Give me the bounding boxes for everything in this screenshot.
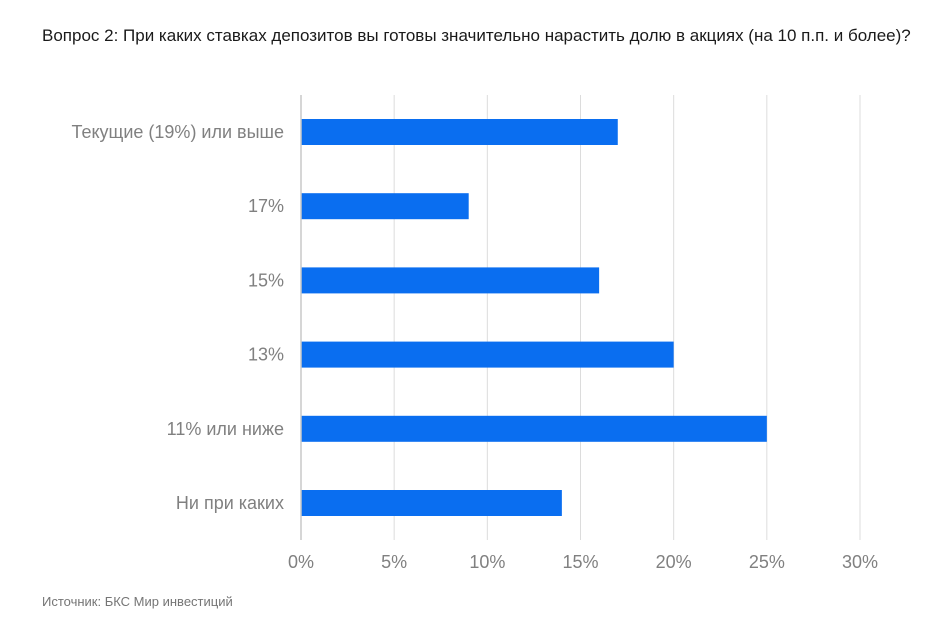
- x-tick-labels: 0% 5% 10% 15% 20% 25% 30%: [288, 552, 878, 572]
- bar: [301, 341, 674, 368]
- category-label: Текущие (19%) или выше: [71, 122, 284, 142]
- x-tick-label: 0%: [288, 552, 314, 572]
- category-label: 13%: [248, 345, 284, 365]
- bar: [301, 119, 618, 145]
- bar: [301, 193, 469, 220]
- bar: [301, 267, 600, 294]
- bar: [301, 490, 562, 516]
- x-tick-label: 10%: [469, 552, 505, 572]
- x-tick-label: 30%: [842, 552, 878, 572]
- bar: [301, 415, 767, 442]
- x-tick-label: 25%: [749, 552, 785, 572]
- category-label: 11% или ниже: [167, 419, 284, 439]
- category-labels: Текущие (19%) или выше 17% 15% 13% 11% или н…: [71, 122, 284, 513]
- category-label: 17%: [248, 196, 284, 216]
- gridlines: [393, 95, 861, 540]
- chart-title: Вопрос 2: При каких ставках депозитов вы…: [42, 26, 911, 45]
- x-tick-label: 5%: [381, 552, 407, 572]
- category-label: Ни при каких: [176, 493, 284, 513]
- category-label: 15%: [248, 270, 284, 290]
- source-note: Источник: БКС Мир инвестиций: [42, 594, 233, 609]
- x-tick-label: 15%: [562, 552, 598, 572]
- bars: [301, 119, 767, 516]
- x-tick-label: 20%: [656, 552, 692, 572]
